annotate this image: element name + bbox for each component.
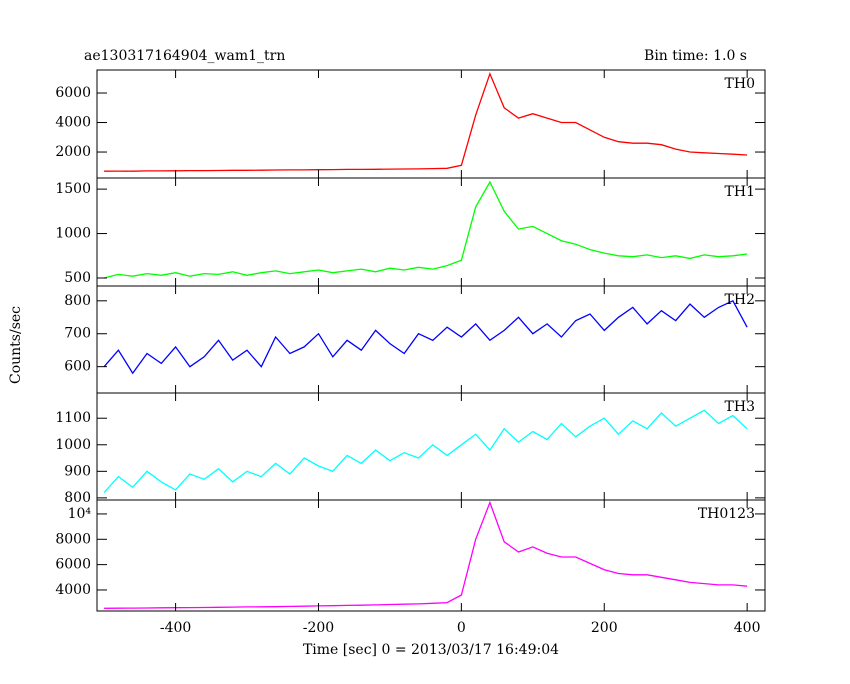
y-tick-label: 1100 [55,410,91,426]
y-tick-label: 8000 [55,531,91,547]
y-tick-label: 600 [64,359,91,375]
y-tick-label: 700 [64,326,91,342]
data-line [104,500,748,609]
data-line [103,409,748,494]
panel-frame [96,177,766,287]
chart-title: ae130317164904_wam1_trn [84,48,285,64]
x-tick-label: 400 [734,620,761,636]
data-line [103,299,748,375]
y-tick-label: 900 [64,463,91,479]
x-tick-label: -400 [160,620,191,636]
x-tick-label: 0 [457,620,466,636]
y-tick-label: 800 [64,490,91,506]
x-tick-label: 200 [591,620,618,636]
y-tick-label: 1000 [55,226,91,242]
panel-name: TH1 [725,184,755,200]
bin-time: Bin time: 1.0 s [644,48,747,64]
y-tick-label: 6000 [55,557,91,573]
y-tick-label: 6000 [55,85,91,101]
panel-name: TH2 [725,292,755,308]
panel-name: TH0123 [698,506,755,522]
y-tick-label: 1000 [55,437,91,453]
y-tick-label: 1500 [55,181,91,197]
panel-name: TH3 [725,399,755,415]
y-tick-label: 10⁴ [68,506,92,522]
data-line [103,180,748,279]
y-tick-label: 4000 [55,582,91,598]
y-tick-label: 500 [64,270,91,286]
y-tick-label: 4000 [55,115,91,131]
x-axis-label: Time [sec] 0 = 2013/03/17 16:49:04 [303,642,559,658]
y-axis-label: Counts/sec [8,306,24,384]
x-tick-label: -200 [303,620,334,636]
panel-frame [96,499,766,612]
y-tick-label: 2000 [55,144,91,160]
data-line [104,71,748,172]
y-tick-label: 800 [64,293,91,309]
panel-name: TH0 [725,76,755,92]
panel-frame [96,69,766,179]
